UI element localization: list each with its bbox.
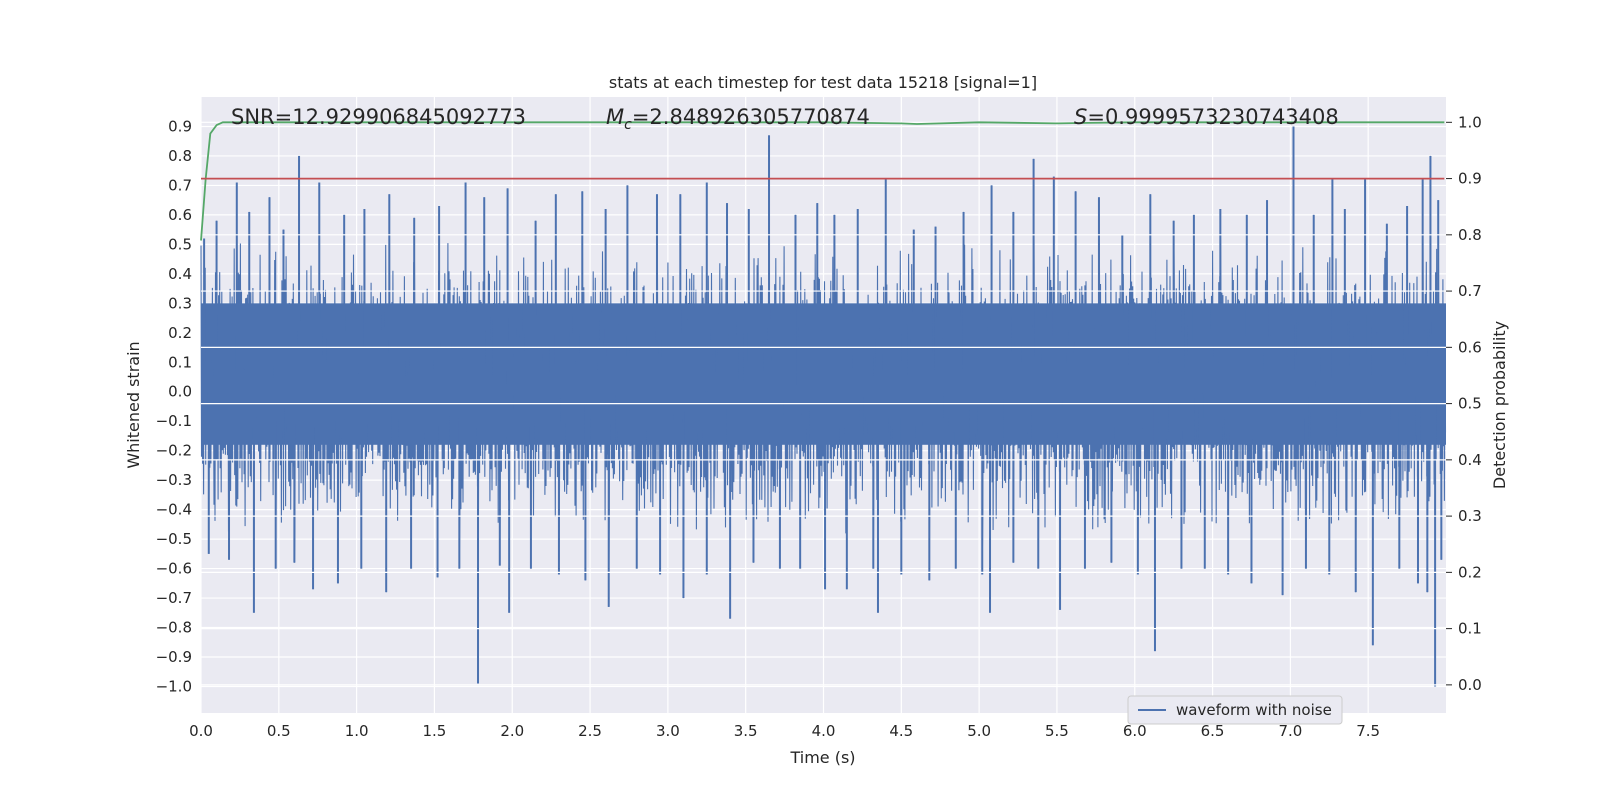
y2-tick-label: 0.9	[1458, 170, 1482, 188]
right-y-ticks: 1.0 0.9 0.8 0.7 0.6 0.5 0.4 0.3 0.2 0.1 0.0	[1446, 113, 1482, 694]
x-tick-label: 7.5	[1356, 722, 1380, 740]
y-tick-label: 0.1	[168, 353, 192, 371]
x-tick-label: 7.0	[1278, 722, 1302, 740]
y2-tick-label: 0.1	[1458, 620, 1482, 638]
x-tick-label: 1.5	[423, 722, 447, 740]
x-tick-label: 4.0	[812, 722, 836, 740]
y-tick-label: 0.0	[168, 383, 192, 401]
y-tick-label: −1.0	[156, 677, 192, 695]
x-tick-label: 2.0	[500, 722, 524, 740]
detection-probability-line	[200, 121, 1445, 241]
x-tick-label: 2.5	[578, 722, 602, 740]
x-tick-label: 6.5	[1201, 722, 1225, 740]
y2-tick-label: 0.4	[1458, 451, 1482, 469]
y-tick-label: 0.4	[168, 265, 192, 283]
chirp-mass-subscript: c	[624, 117, 632, 133]
y-tick-label: −0.8	[156, 619, 192, 637]
x-tick-label: 3.0	[656, 722, 680, 740]
snr-annotation: SNR=12.929906845092773	[231, 105, 526, 129]
y2-tick-label: 0.5	[1458, 395, 1482, 413]
y2-tick-label: 1.0	[1458, 113, 1482, 131]
chirp-mass-value: =2.848926305770874	[632, 105, 870, 129]
chirp-mass-symbol: M	[606, 105, 624, 129]
waveform-line	[200, 126, 1447, 687]
y-tick-label: −0.4	[156, 501, 192, 519]
x-tick-label: 6.0	[1123, 722, 1147, 740]
y-tick-label: −0.3	[156, 471, 192, 489]
y2-tick-label: 0.7	[1458, 282, 1482, 300]
score-value: =0.9999573230743408	[1087, 105, 1338, 129]
score-symbol: S	[1074, 105, 1087, 129]
y-tick-label: −0.5	[156, 530, 192, 548]
y-tick-label: −0.7	[156, 589, 192, 607]
y-tick-label: 0.2	[168, 324, 192, 342]
legend-box	[1127, 695, 1343, 725]
y-tick-label: 0.9	[168, 117, 192, 135]
y2-axis-label: Detection probability	[1490, 321, 1509, 489]
y-tick-label: −0.2	[156, 442, 192, 460]
y-tick-label: 0.6	[168, 206, 192, 224]
y-tick-label: 0.7	[168, 176, 192, 194]
y-tick-label: 0.8	[168, 147, 192, 165]
x-axis-label: Time (s)	[789, 748, 855, 767]
y2-tick-label: 0.6	[1458, 338, 1482, 356]
y-tick-label: −0.1	[156, 412, 192, 430]
x-tick-label: 5.0	[967, 722, 991, 740]
y-tick-label: 0.5	[168, 235, 192, 253]
y2-tick-label: 0.2	[1458, 563, 1482, 581]
y2-tick-label: 0.0	[1458, 676, 1482, 694]
y2-tick-label: 0.3	[1458, 507, 1482, 525]
left-y-ticks: 0.9 0.8 0.7 0.6 0.5 0.4 0.3 0.2 0.1 0.0 −0.1 −0.2 −0…	[156, 117, 192, 695]
chirp-mass-annotation: Mc=2.848926305770874	[606, 105, 870, 133]
probability-series	[200, 121, 1445, 241]
legend: waveform with noise	[1127, 695, 1343, 725]
x-tick-label: 1.0	[345, 722, 369, 740]
score-annotation: S=0.9999573230743408	[1074, 105, 1339, 129]
y-tick-label: −0.6	[156, 560, 192, 578]
x-tick-label: 0.0	[189, 722, 213, 740]
y-axis-label: Whitened strain	[124, 341, 143, 468]
x-ticks: 0.0 0.5 1.0 1.5 2.0 2.5 3.0 3.5 4.0 4.5 5.0 5.5 6.0 6…	[189, 722, 1380, 740]
y-tick-label: 0.3	[168, 294, 192, 312]
x-tick-label: 0.5	[267, 722, 291, 740]
legend-label: waveform with noise	[1176, 701, 1332, 719]
x-tick-label: 5.5	[1045, 722, 1069, 740]
x-tick-label: 3.5	[734, 722, 758, 740]
waveform-series	[200, 126, 1447, 687]
y2-tick-label: 0.8	[1458, 226, 1482, 244]
chart-title: stats at each timestep for test data 152…	[609, 73, 1037, 92]
x-tick-label: 4.5	[889, 722, 913, 740]
y-tick-label: −0.9	[156, 648, 192, 666]
